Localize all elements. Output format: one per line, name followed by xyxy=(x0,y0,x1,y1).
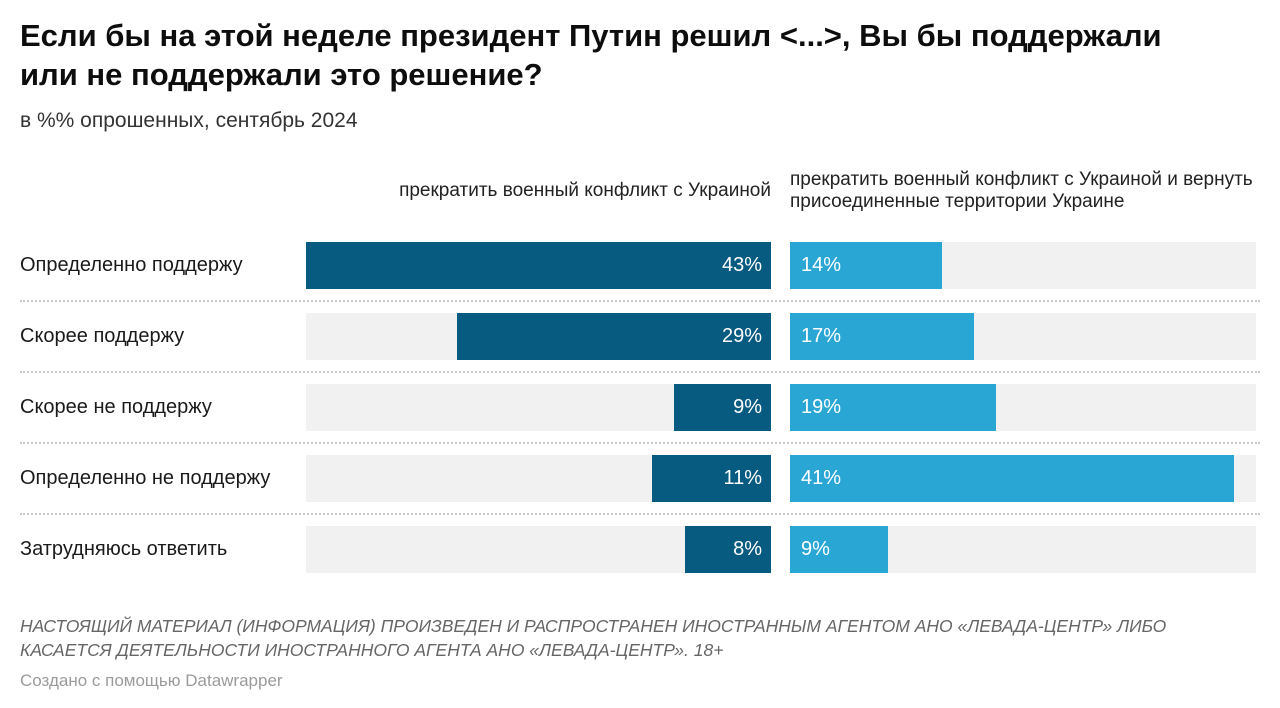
bar-value-label: 8% xyxy=(733,538,762,561)
series-2-cell: 14% xyxy=(771,242,1256,290)
column-header-series-1: прекратить военный конфликт с Украиной xyxy=(399,180,771,202)
bar-value-label: 41% xyxy=(801,467,842,490)
table-row: Скорее не поддержу 9% 19% xyxy=(20,373,1260,445)
table-row: Определенно не поддержу 11% 41% xyxy=(20,444,1260,516)
column-header-series-2: прекратить военный конфликт с Украиной и… xyxy=(790,169,1253,213)
bar-value-label: 9% xyxy=(733,396,762,419)
row-label: Скорее не поддержу xyxy=(20,396,212,419)
table-row: Скорее поддержу 29% 17% xyxy=(20,302,1260,374)
series-2-cell: 17% xyxy=(771,313,1256,361)
bar-series-1: 9% xyxy=(673,384,771,432)
bar-value-label: 19% xyxy=(801,396,842,419)
row-label: Затрудняюсь ответить xyxy=(20,538,228,561)
bar-track-series-1: 29% xyxy=(306,313,771,361)
bar-track-series-1: 8% xyxy=(306,526,771,574)
datawrapper-credit: Создано с помощью Datawrapper xyxy=(20,671,283,691)
bar-series-2: 9% xyxy=(790,526,888,574)
bar-track-series-1: 43% xyxy=(306,242,771,290)
row-label: Определенно поддержу xyxy=(20,254,243,277)
column-headers: прекратить военный конфликт с Украиной п… xyxy=(20,155,1260,227)
bar-series-2: 14% xyxy=(790,242,942,290)
table-row: Затрудняюсь ответить 8% 9% xyxy=(20,515,1260,584)
bar-series-2: 41% xyxy=(790,455,1235,503)
bar-series-1: 8% xyxy=(684,526,771,574)
bar-track-series-2: 19% xyxy=(790,384,1256,432)
bar-value-label: 43% xyxy=(721,254,762,277)
series-2-cell: 9% xyxy=(771,526,1256,574)
series-2-cell: 19% xyxy=(771,384,1256,432)
row-label: Определенно не поддержу xyxy=(20,467,271,490)
bar-track-series-1: 9% xyxy=(306,384,771,432)
bar-track-series-2: 14% xyxy=(790,242,1256,290)
chart-subtitle: в %% опрошенных, сентябрь 2024 xyxy=(20,109,358,133)
series-2-cell: 41% xyxy=(771,455,1256,503)
bar-value-label: 17% xyxy=(801,325,842,348)
bar-track-series-1: 11% xyxy=(306,455,771,503)
bar-series-1: 11% xyxy=(652,455,771,503)
bar-series-1: 29% xyxy=(457,313,771,361)
bar-series-1: 43% xyxy=(306,242,771,290)
row-label: Скорее поддержу xyxy=(20,325,185,348)
table-row: Определенно поддержу 43% 14% xyxy=(20,231,1260,303)
bar-series-2: 19% xyxy=(790,384,996,432)
bar-track-series-2: 41% xyxy=(790,455,1256,503)
bar-value-label: 11% xyxy=(723,467,762,490)
chart-page: Если бы на этой неделе президент Путин р… xyxy=(20,18,1260,691)
bar-track-series-2: 9% xyxy=(790,526,1256,574)
bar-track-series-2: 17% xyxy=(790,313,1256,361)
chart-title: Если бы на этой неделе президент Путин р… xyxy=(20,18,1162,93)
bar-value-label: 9% xyxy=(801,538,830,561)
foreign-agent-disclaimer: НАСТОЯЩИЙ МАТЕРИАЛ (ИНФОРМАЦИЯ) ПРОИЗВЕД… xyxy=(20,616,1167,661)
bar-value-label: 29% xyxy=(721,325,762,348)
bar-series-2: 17% xyxy=(790,313,975,361)
bar-value-label: 14% xyxy=(801,254,842,277)
bar-chart-rows: Определенно поддержу 43% 14% Скорее подд… xyxy=(20,231,1260,584)
